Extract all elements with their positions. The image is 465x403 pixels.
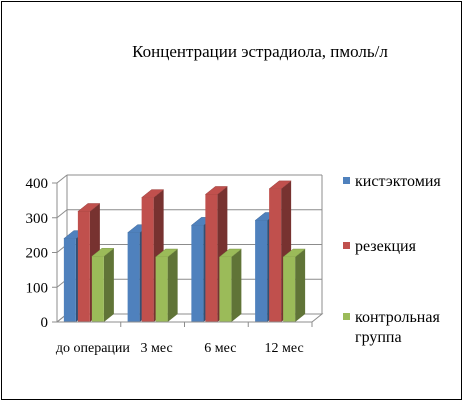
x-tick-label-0: до операции bbox=[56, 341, 131, 356]
gridline-side-3 bbox=[56, 209, 68, 219]
bar-front bbox=[91, 256, 104, 322]
legend-item-1: кистэктомия bbox=[343, 173, 441, 190]
legend-swatch bbox=[343, 242, 350, 249]
bar-side bbox=[295, 249, 306, 322]
legend-item-2: резекция bbox=[343, 238, 417, 255]
bar-side bbox=[103, 248, 114, 322]
bar-front bbox=[269, 188, 282, 322]
y-tick-label-0: 0 bbox=[41, 315, 49, 331]
bar-3-3 bbox=[218, 248, 243, 322]
bar-3-2 bbox=[154, 248, 179, 322]
bar-front bbox=[219, 257, 232, 322]
bar-front bbox=[205, 194, 218, 322]
x-tick-label-3: 12 мес bbox=[265, 341, 304, 356]
y-tick-label-4: 400 bbox=[26, 176, 49, 192]
axis-layer: 0 100 200 300 400 до операции 3 мес 6 мес 12 мес bbox=[26, 176, 313, 356]
bar-front bbox=[141, 197, 154, 322]
bar-front bbox=[127, 232, 140, 322]
bar-front bbox=[77, 211, 90, 322]
bar-front bbox=[255, 220, 268, 322]
legend-label: резекция bbox=[355, 238, 417, 255]
legend-layer: кистэктомия резекция контрольная группа bbox=[343, 173, 441, 346]
bar-side bbox=[167, 249, 178, 322]
legend-swatch bbox=[343, 313, 350, 320]
legend-label: кистэктомия bbox=[355, 173, 441, 190]
bar-side bbox=[231, 249, 242, 322]
gridline-side-4 bbox=[56, 174, 68, 184]
legend-label: контрольная группа bbox=[355, 309, 440, 346]
y-tick-label-1: 100 bbox=[26, 280, 49, 296]
y-tick-label-2: 200 bbox=[26, 246, 49, 262]
x-tick-label-1: 3 мес bbox=[141, 341, 173, 356]
bar-front bbox=[63, 238, 76, 322]
bars-layer bbox=[63, 180, 306, 322]
bar-front bbox=[283, 257, 296, 322]
chart-title: Концентрации эстрадиола, пмоль/л bbox=[132, 42, 388, 61]
bar-3-4 bbox=[282, 248, 306, 322]
legend-swatch bbox=[343, 177, 350, 184]
legend-item-3: контрольная группа bbox=[343, 309, 440, 346]
bar-front bbox=[191, 225, 204, 322]
bar-front bbox=[155, 257, 168, 322]
y-tick-label-3: 300 bbox=[26, 211, 49, 227]
x-tick-label-2: 6 мес bbox=[204, 341, 236, 356]
bar-3-1 bbox=[91, 248, 115, 322]
